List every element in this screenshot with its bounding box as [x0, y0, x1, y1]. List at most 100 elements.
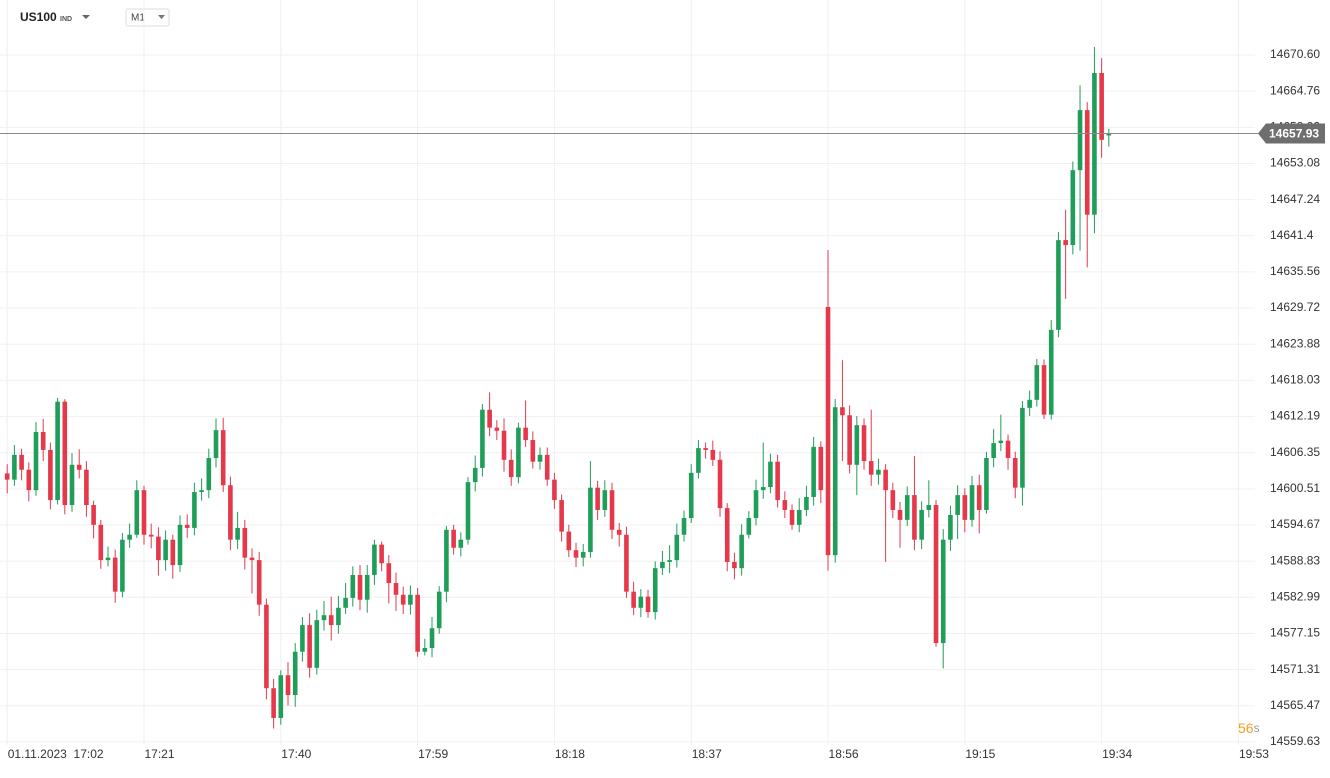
candle-body	[429, 628, 435, 649]
candle-body	[732, 561, 737, 569]
candle-body	[1020, 407, 1025, 488]
candle-body	[1034, 365, 1040, 400]
candle-body	[530, 440, 536, 462]
candle-body	[861, 425, 867, 462]
candle-body	[962, 495, 968, 520]
candle-body	[1106, 133, 1112, 136]
candle-body	[523, 427, 528, 441]
candle-body	[98, 524, 104, 561]
x-tick-label: 17:59	[418, 747, 448, 761]
candle-body	[782, 500, 788, 510]
candle-body	[350, 574, 356, 598]
candle-body	[940, 539, 946, 644]
candle-body	[883, 469, 888, 491]
symbol-dropdown-arrow[interactable]	[82, 15, 90, 19]
candle-body	[616, 529, 622, 535]
candle-body	[926, 505, 932, 510]
candle-body	[696, 448, 701, 473]
candle-body	[847, 415, 852, 465]
timeframe-box[interactable]	[125, 8, 170, 27]
symbol[interactable]: US100	[20, 10, 57, 24]
candle-body	[652, 568, 658, 613]
candle-body	[134, 490, 140, 535]
candle-body	[1084, 110, 1090, 215]
x-tick-label: 19:34	[1102, 747, 1132, 761]
y-tick-label: 14664.76	[1270, 83, 1320, 97]
candle-body	[62, 401, 68, 506]
x-tick-label: 17:40	[281, 747, 311, 761]
candle-body	[422, 648, 428, 652]
candle-body	[228, 485, 233, 540]
y-tick-label: 14565.47	[1270, 698, 1320, 712]
y-tick-label: 14629.72	[1270, 300, 1320, 314]
candle-body	[1092, 72, 1097, 215]
candle-body	[336, 607, 341, 626]
candle-body	[84, 469, 89, 506]
candle-body	[566, 531, 572, 551]
candle-body	[544, 454, 550, 480]
candle-body	[148, 534, 154, 537]
candle-body	[120, 539, 125, 592]
candle-body	[609, 490, 615, 530]
candle-body	[991, 443, 996, 458]
candle-body	[710, 449, 716, 460]
candle-body	[552, 479, 557, 501]
candle-body	[969, 485, 975, 520]
candle-body	[739, 534, 744, 569]
candle-body	[1012, 457, 1018, 488]
timeframe-dropdown-arrow[interactable]	[158, 15, 165, 19]
candle-body	[4, 473, 10, 480]
candle-body	[919, 509, 924, 540]
candle-body	[717, 459, 723, 509]
candle-body	[220, 430, 226, 486]
candle-body	[811, 446, 816, 497]
candle-body	[897, 509, 903, 520]
candle-body	[436, 591, 442, 629]
candle-body	[444, 529, 449, 592]
candle-body	[55, 401, 60, 501]
candle-body	[537, 454, 543, 462]
y-tick-label: 14635.56	[1270, 264, 1320, 278]
candle-body	[624, 534, 629, 592]
candle-body	[40, 431, 46, 450]
candle-body	[724, 508, 730, 562]
candle-body	[278, 675, 284, 718]
last-price-label-bg	[1258, 123, 1325, 144]
x-tick-label: 18:37	[692, 747, 722, 761]
candle-body	[393, 583, 399, 595]
candle-body	[667, 560, 672, 562]
candle-body	[307, 625, 312, 668]
candle-body	[876, 469, 881, 475]
candle-body	[976, 485, 982, 510]
y-tick-label: 14641.4	[1270, 228, 1314, 242]
candle-body	[415, 594, 420, 652]
candle-body	[573, 550, 579, 558]
candle-body	[408, 594, 413, 605]
candle-body	[501, 430, 507, 460]
candle-body	[76, 464, 82, 470]
candle-body	[292, 651, 298, 696]
candle-body	[1005, 440, 1011, 458]
y-tick-label: 14577.15	[1270, 626, 1320, 640]
candle-body	[271, 688, 276, 718]
candle-body	[487, 409, 492, 428]
candle-body	[645, 596, 651, 613]
candle-body	[372, 544, 377, 575]
candle-body	[508, 459, 514, 478]
timeframe[interactable]: M1	[131, 13, 145, 24]
candle-body	[163, 539, 168, 561]
candle-body	[775, 461, 780, 501]
x-tick-label: 01.11.2023 17:02	[8, 747, 104, 761]
axes: 14670.6014664.7614658.9214653.0814647.24…	[8, 47, 1321, 761]
countdown: 56s	[1238, 720, 1260, 736]
candle-body	[804, 496, 809, 510]
candle-body	[127, 534, 132, 540]
x-tick-label: 18:18	[555, 747, 585, 761]
candle-body	[156, 536, 161, 561]
candle-body	[1041, 365, 1047, 415]
candle-body	[33, 431, 39, 491]
candle-body	[242, 527, 248, 558]
candle-body	[746, 518, 752, 535]
candles	[4, 46, 1112, 729]
